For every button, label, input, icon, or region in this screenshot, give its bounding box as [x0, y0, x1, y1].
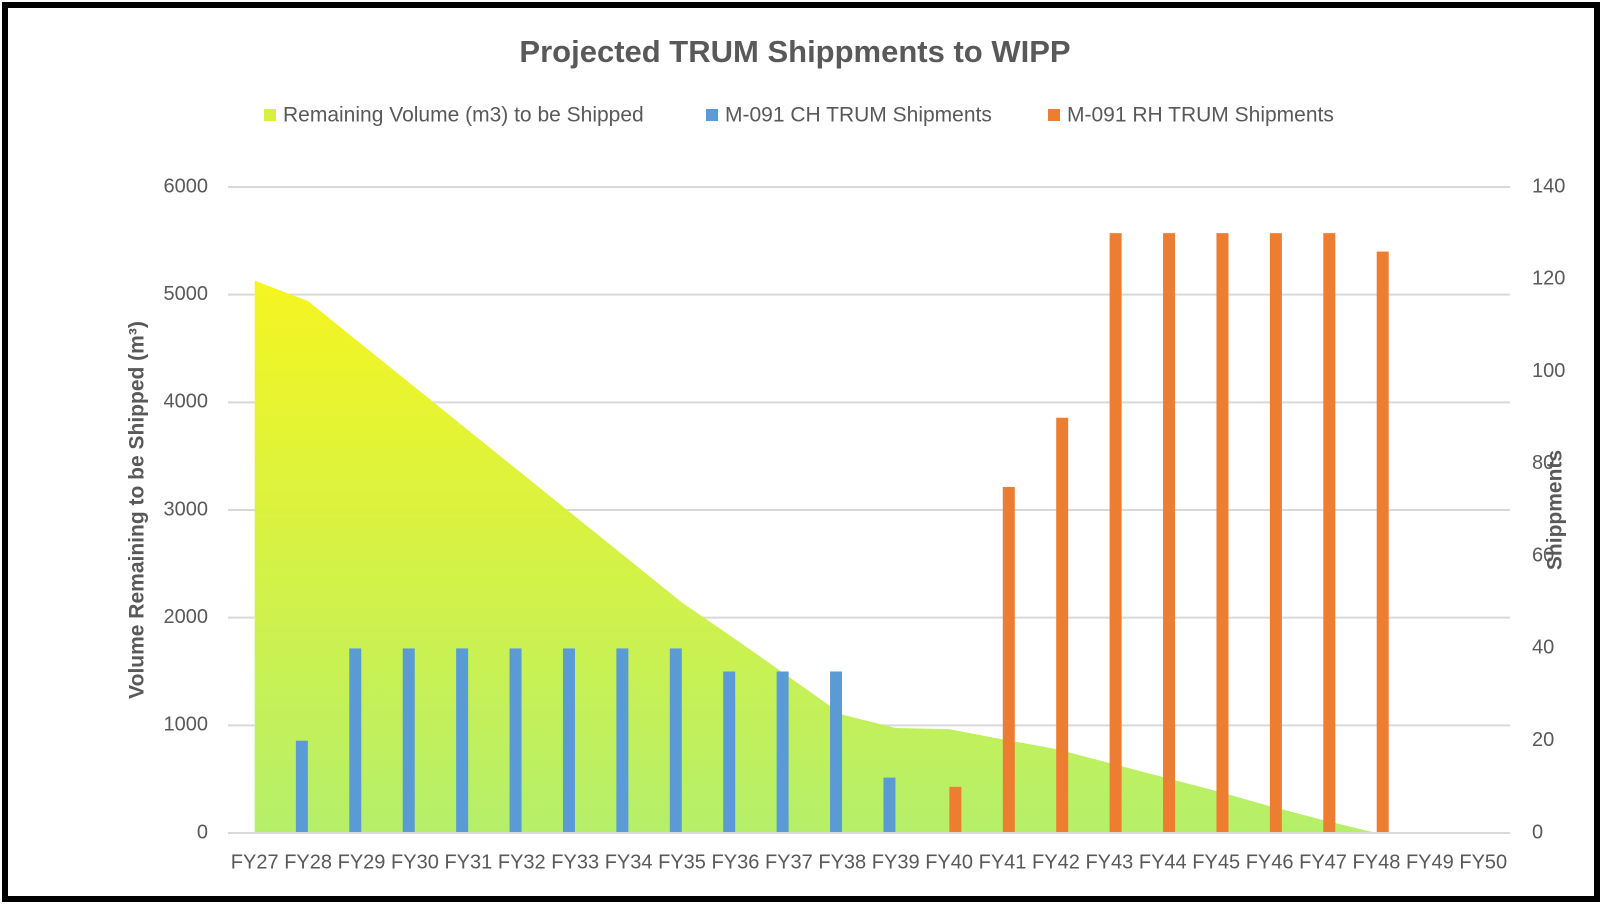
x-tick-label: FY47	[1299, 851, 1347, 873]
y-tick-label: 2000	[164, 606, 209, 628]
bar	[616, 648, 629, 833]
x-tick-label: FY48	[1353, 851, 1401, 873]
y2-axis-title: Shippments	[1544, 450, 1567, 570]
legend-swatch	[264, 109, 276, 121]
x-tick-label: FY30	[391, 851, 439, 873]
x-tick-label: FY41	[979, 851, 1027, 873]
x-tick-label: FY29	[338, 851, 386, 873]
y2-tick-label: 20	[1532, 729, 1554, 751]
x-tick-label: FY46	[1246, 851, 1294, 873]
bar	[949, 786, 962, 833]
x-tick-label: FY35	[658, 851, 706, 873]
bar	[830, 671, 843, 833]
x-tick-label: FY45	[1192, 851, 1240, 873]
bar	[669, 648, 682, 833]
y-tick-label: 5000	[164, 283, 209, 305]
bar	[562, 648, 575, 833]
legend-swatch	[1048, 109, 1060, 121]
y-tick-label: 4000	[164, 391, 209, 413]
x-tick-label: FY32	[498, 851, 546, 873]
y-tick-label: 3000	[164, 498, 209, 520]
x-tick-label: FY37	[765, 851, 813, 873]
bar	[723, 671, 736, 833]
x-tick-label: FY49	[1406, 851, 1454, 873]
x-tick-label: FY43	[1085, 851, 1133, 873]
legend-label: M-091 RH TRUM Shipments	[1067, 104, 1334, 127]
x-tick-label: FY34	[605, 851, 653, 873]
y2-tick-label: 80	[1532, 452, 1554, 474]
bar	[1002, 486, 1015, 833]
x-tick-label: FY39	[872, 851, 920, 873]
x-tick-label: FY36	[712, 851, 760, 873]
x-tick-label: FY27	[231, 851, 279, 873]
bar	[402, 648, 415, 833]
bar	[295, 740, 308, 833]
y2-tick-label: 60	[1532, 544, 1554, 566]
y2-tick-label: 120	[1532, 268, 1565, 290]
bar	[1323, 233, 1336, 834]
bar	[509, 648, 522, 833]
y-tick-label: 0	[197, 821, 208, 843]
bar	[1163, 233, 1176, 834]
legend-label: Remaining Volume (m3) to be Shipped	[283, 104, 644, 127]
bar	[349, 648, 362, 833]
y-tick-label: 1000	[164, 714, 209, 736]
y-axis-title: Volume Remaining to be Shipped (m³)	[126, 321, 149, 699]
x-tick-label: FY28	[284, 851, 332, 873]
x-tick-label: FY33	[551, 851, 599, 873]
chart-title: Projected TRUM Shippments to WIPP	[519, 34, 1070, 69]
y2-tick-label: 40	[1532, 637, 1554, 659]
bar	[1216, 233, 1229, 834]
y-tick-label: 6000	[164, 175, 209, 197]
bar	[456, 648, 469, 833]
y2-tick-label: 0	[1532, 821, 1543, 843]
y2-tick-label: 100	[1532, 360, 1565, 382]
bar	[883, 777, 896, 833]
x-tick-label: FY42	[1032, 851, 1080, 873]
x-tick-label: FY40	[925, 851, 973, 873]
x-tick-label: FY38	[818, 851, 866, 873]
legend-label: M-091 CH TRUM Shipments	[725, 104, 992, 127]
bar	[1376, 251, 1389, 834]
x-tick-label: FY44	[1139, 851, 1187, 873]
legend-swatch	[706, 109, 718, 121]
bar	[1109, 233, 1122, 834]
bar	[1269, 233, 1282, 834]
x-tick-label: FY50	[1459, 851, 1507, 873]
bar	[1056, 417, 1069, 833]
x-tick-label: FY31	[444, 851, 492, 873]
bar	[776, 671, 789, 833]
y2-tick-label: 140	[1532, 175, 1565, 197]
area	[254, 280, 1484, 833]
